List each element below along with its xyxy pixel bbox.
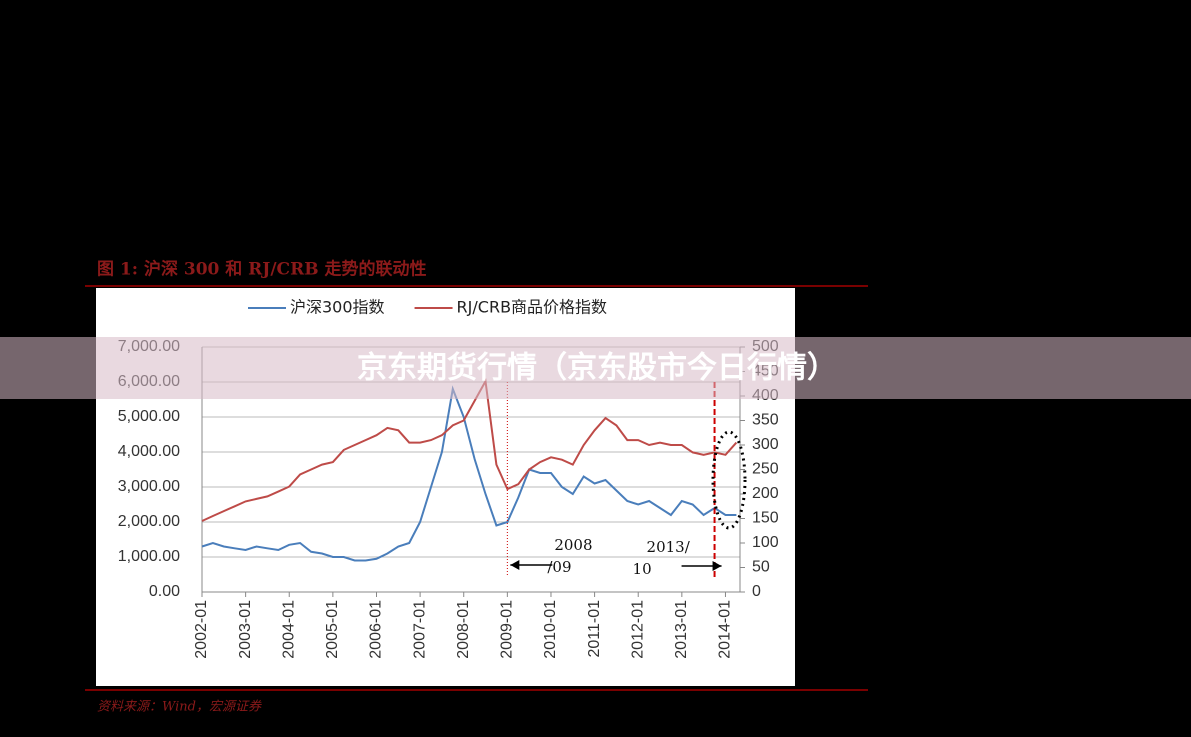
highlight-ellipse: [711, 430, 747, 530]
data-line: [201, 385, 737, 562]
y-tick-label: 3,000.00: [118, 478, 180, 495]
y-tick-label: 1,000.00: [118, 548, 180, 565]
x-tick-label: 2006-01: [368, 600, 385, 659]
x-tick-label: 2003-01: [237, 600, 254, 659]
y2-tick-label: 150: [752, 510, 779, 527]
y-tick-label: 4,000.00: [118, 443, 180, 460]
arrow-head: [712, 561, 722, 571]
x-tick-label: 2013-01: [673, 600, 690, 659]
y-tick-label: 2,000.00: [118, 513, 180, 530]
x-tick-label: 2008-01: [455, 600, 472, 659]
x-tick-label: 2002-01: [193, 600, 210, 659]
y2-tick-label: 350: [752, 412, 779, 429]
figure-title: 图 1: 沪深 300 和 RJ/CRB 走势的联动性: [97, 259, 427, 280]
y2-tick-label: 250: [752, 461, 779, 478]
banner: [0, 337, 1191, 399]
y2-tick-label: 0: [752, 583, 761, 600]
source-note: 资料来源：Wind，宏源证券: [97, 699, 262, 715]
x-tick-label: 2009-01: [499, 600, 516, 659]
annotation: 10: [633, 560, 652, 578]
y2-tick-label: 200: [752, 485, 779, 502]
annotation: 2013/: [647, 538, 691, 556]
annotation: 2008: [554, 536, 592, 554]
y2-tick-label: 100: [752, 534, 779, 551]
legend-label: 沪深300指数: [290, 298, 385, 317]
data-line: [201, 378, 738, 522]
arrow-head: [510, 560, 520, 570]
x-tick-label: 2011-01: [586, 600, 603, 658]
y2-tick-label: 50: [752, 559, 770, 576]
x-tick-label: 2004-01: [280, 600, 297, 659]
annotation: /09: [547, 558, 571, 576]
y2-tick-label: 300: [752, 436, 779, 453]
y-tick-label: 5,000.00: [118, 408, 180, 425]
x-tick-label: 2010-01: [542, 600, 559, 659]
x-tick-label: 2007-01: [411, 600, 428, 659]
legend-label: RJ/CRB商品价格指数: [457, 298, 608, 317]
y-tick-label: 0.00: [149, 583, 180, 600]
x-tick-label: 2005-01: [324, 600, 341, 659]
banner-text: 京东期货行情（京东股市今日行情）: [357, 351, 837, 386]
x-tick-label: 2014-01: [717, 600, 734, 659]
x-tick-label: 2012-01: [629, 600, 646, 659]
